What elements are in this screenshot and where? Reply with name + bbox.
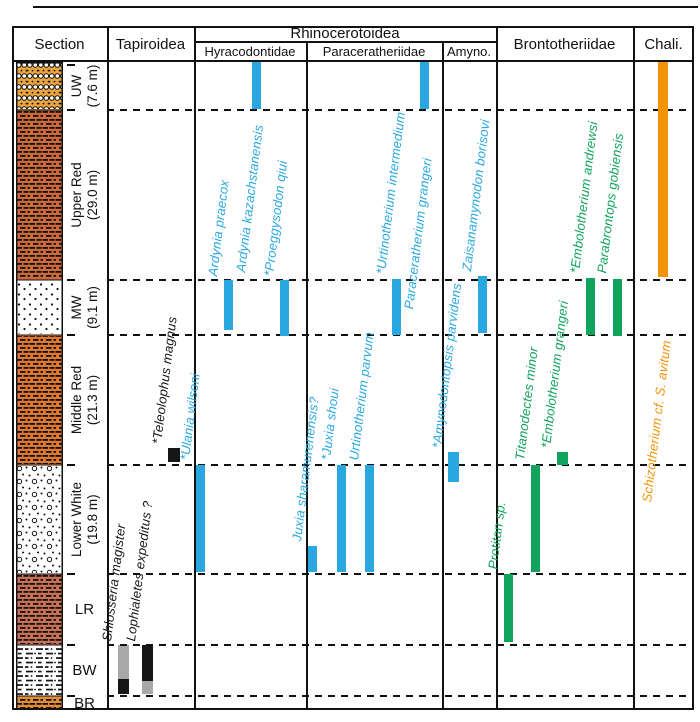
- taxon-range-bar: [337, 465, 346, 572]
- unit-boundary-dashed-line: [107, 334, 694, 336]
- unit-boundary-dashed-line: [107, 644, 694, 646]
- unit-boundary-dashed-line: [107, 464, 694, 466]
- section-boundary-tick: [67, 695, 75, 697]
- column-separator-line: [194, 26, 196, 710]
- taxon-range-bar: [118, 679, 129, 694]
- unit-boundary-dashed-line: [107, 695, 694, 697]
- section-boundary-tick: [67, 64, 75, 66]
- section-label-lr: LR: [74, 601, 95, 618]
- unit-boundary-dashed-line: [107, 109, 694, 111]
- taxon-range-bar: [420, 62, 429, 109]
- section-boundary-tick: [67, 644, 75, 646]
- lithology-pattern-dashes: [17, 111, 62, 279]
- taxon-range-bar: [224, 280, 233, 330]
- column-separator-line: [107, 26, 109, 710]
- column-header-paraceratheriidae: Paraceratheriidae: [322, 44, 426, 59]
- taxon-range-bar: [308, 546, 317, 572]
- taxon-range-bar: [196, 465, 205, 572]
- taxon-range-bar: [142, 681, 153, 694]
- column-header-hyracodontidae: Hyracodontidae: [204, 44, 296, 59]
- lithology-pattern-conglomerate: [17, 63, 62, 109]
- column-separator-line: [442, 41, 444, 710]
- taxon-range-bar: [280, 280, 289, 336]
- figure-top-rule: [33, 6, 698, 8]
- section-boundary-tick: [67, 279, 75, 281]
- lithology-pattern-dashes: [17, 336, 62, 464]
- taxon-range-bar: [557, 452, 568, 465]
- lithology-column: [16, 62, 63, 710]
- lithology-pattern-dashes: [17, 575, 62, 644]
- table-border: [12, 26, 694, 710]
- taxon-range-bar: [613, 279, 622, 336]
- taxon-range-bar: [658, 62, 668, 277]
- section-boundary-tick: [67, 464, 75, 466]
- column-separator-line: [633, 26, 635, 710]
- section-label-br: BR: [74, 694, 95, 712]
- taxon-range-bar: [365, 465, 374, 572]
- column-header-section: Section: [34, 35, 85, 53]
- taxon-range-bar: [531, 465, 540, 572]
- column-header-tapiroidea: Tapiroidea: [115, 35, 186, 53]
- section-boundary-tick: [67, 109, 75, 111]
- lithology-pattern-dots-circles: [17, 466, 62, 573]
- taxon-range-bar: [252, 62, 261, 109]
- lithology-pattern-dashes: [17, 697, 62, 709]
- column-header-amynodontidae: Amyno.: [446, 44, 492, 59]
- lithology-pattern-dashdot: [17, 646, 62, 695]
- header-bottom-line: [12, 60, 694, 62]
- taxon-range-bar: [142, 645, 153, 681]
- column-header-chalicotheriidae: Chali.: [644, 35, 683, 53]
- taxon-range-bar: [478, 276, 487, 333]
- taxon-range-bar: [504, 574, 513, 642]
- column-header-brontotheriidae: Brontotheriidae: [513, 35, 616, 53]
- column-header-rhinocerotoidea: Rhinocerotoidea: [290, 25, 400, 42]
- taxon-range-bar: [392, 279, 401, 335]
- section-boundary-tick: [67, 334, 75, 336]
- taxon-range-bar: [586, 278, 595, 335]
- taxon-range-bar: [118, 645, 129, 679]
- taxon-range-bar: [448, 452, 459, 482]
- rhino-subheader-divider: [194, 41, 496, 43]
- column-separator-line: [306, 41, 308, 710]
- section-label-bw: BW: [72, 662, 97, 679]
- column-separator-line: [496, 26, 498, 710]
- section-boundary-tick: [67, 573, 75, 575]
- lithology-pattern-dots: [17, 281, 62, 334]
- unit-boundary-dashed-line: [107, 573, 694, 575]
- taxon-range-bar: [168, 448, 180, 462]
